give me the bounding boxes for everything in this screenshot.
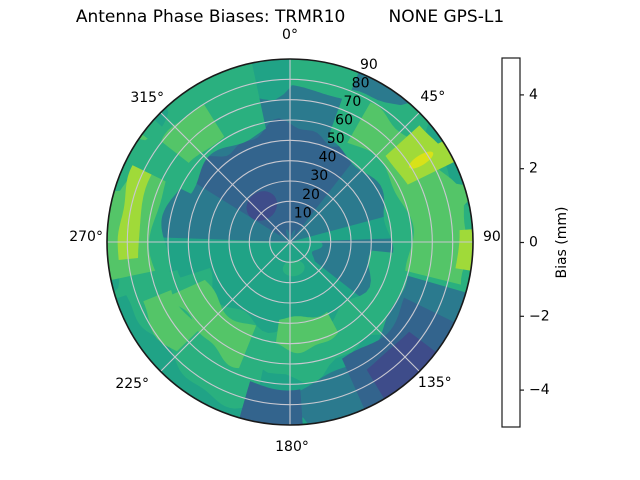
radial-tick-label: 90	[360, 57, 378, 73]
radial-tick-label: 30	[310, 168, 328, 184]
angular-tick-label: 45°	[420, 89, 445, 105]
plot-title: Antenna Phase Biases: TRMR10 NONE GPS-L1	[75, 7, 505, 27]
contour-region	[117, 159, 155, 260]
angular-tick-label: 315°	[130, 90, 164, 106]
radial-tick-label: 80	[352, 75, 370, 91]
contour-region	[191, 118, 364, 240]
contour-region	[366, 331, 440, 403]
contour-region	[161, 103, 225, 163]
polar-spoke	[160, 241, 291, 372]
contour-region	[275, 311, 339, 354]
plot-outline	[106, 58, 474, 426]
contour-region	[238, 381, 303, 425]
angular-tick-label: 90	[483, 229, 501, 245]
contour-region	[408, 151, 434, 169]
contour-region	[246, 191, 278, 221]
angular-tick-label: 225°	[115, 376, 149, 392]
angular-tick-label: 270°	[69, 229, 103, 245]
colorbar-axis-label: Bias (mm)	[554, 206, 570, 278]
radial-tick-label: 40	[319, 150, 337, 166]
colorbar-tick-label: 0	[529, 235, 538, 251]
colorbar-frame	[501, 57, 521, 428]
radial-tick-label: 60	[335, 113, 353, 129]
colorbar-tick-label: 4	[529, 87, 538, 103]
colorbar: 4 2 0 −2 −4 Bias (mm)	[501, 57, 570, 428]
contour-region	[347, 102, 473, 285]
angular-tick-label: 135°	[418, 375, 452, 391]
polar-spoke	[289, 241, 420, 372]
colorbar-tick-label: −2	[529, 308, 550, 324]
radial-tick-label: 20	[302, 187, 320, 203]
colorbar-tick-label: −4	[529, 382, 550, 398]
polar-spoke	[289, 112, 420, 243]
radial-tick-label: 10	[294, 205, 312, 221]
polar-spoke	[160, 112, 291, 243]
angular-tick-label: 180°	[275, 439, 309, 455]
radial-tick-label: 50	[327, 131, 345, 147]
colorbar-tick-label: 2	[529, 161, 538, 177]
polar-grid	[107, 59, 473, 425]
contour-region	[166, 279, 257, 369]
contour-region	[282, 260, 305, 277]
radial-tick-label: 70	[343, 94, 361, 110]
angular-tick-label: 0°	[282, 27, 298, 43]
